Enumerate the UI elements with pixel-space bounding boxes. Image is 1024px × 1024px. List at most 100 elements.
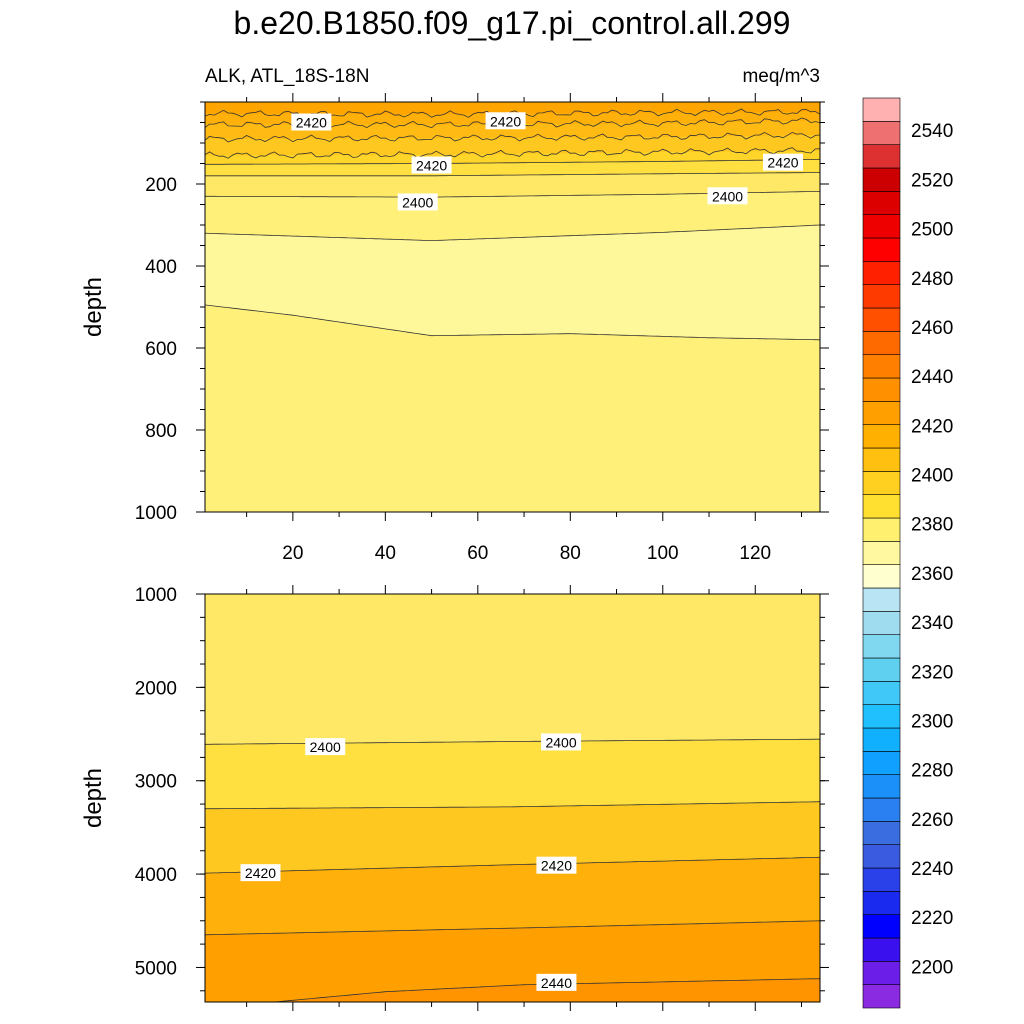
colorbar-swatch (862, 774, 901, 799)
contour-label: 2420 (767, 155, 798, 171)
contour-label-box (541, 733, 582, 751)
y-axis-label: depth (80, 277, 107, 337)
y-tick-label: 2000 (135, 678, 177, 699)
contour-band-2395 (205, 172, 820, 198)
contour-label-box (763, 153, 804, 171)
colorbar-tick-label: 2220 (911, 908, 953, 929)
contour-label: 2420 (541, 858, 572, 874)
colorbar-tick-label: 2200 (911, 957, 953, 978)
colorbar-swatch (862, 541, 901, 565)
contour-label: 2440 (541, 975, 572, 991)
colorbar-tick-label: 2360 (911, 564, 953, 585)
contour-label: 2400 (402, 194, 433, 210)
colorbar-swatch (862, 214, 901, 239)
y-tick-label: 5000 (135, 958, 177, 979)
lower-panel: 2400 2400 2420 2420 2440 1000 2000 3000 4000 5000… (80, 585, 829, 1011)
y-tick-label: 200 (145, 175, 177, 196)
contour-band-2390 (205, 191, 820, 241)
colorbar-swatch (862, 401, 901, 425)
contour-label: 2400 (310, 739, 341, 755)
figure-title: b.e20.B1850.f09_g17.pi_control.all.299 (234, 5, 791, 41)
contour-label-box (240, 864, 281, 882)
contour-band-2425 (205, 102, 820, 115)
contour-label-box (707, 187, 748, 205)
colorbar-swatch (862, 471, 901, 495)
y-tick-label: 1000 (135, 585, 177, 606)
x-tick-label: 120 (739, 543, 771, 564)
contour-label: 2400 (545, 734, 576, 750)
colorbar-swatch (862, 657, 901, 682)
colorbar-swatch (862, 611, 901, 635)
y-tick-label: 800 (145, 421, 177, 442)
colorbar-swatch (862, 97, 901, 122)
contour-line-2405 (205, 159, 821, 165)
colorbar-swatch (862, 354, 901, 379)
contour-line-2420 (204, 856, 821, 874)
colorbar-swatch (862, 984, 901, 1009)
colorbar-swatch (862, 517, 901, 542)
plot-frame (204, 593, 821, 1003)
y-axis-label: depth (80, 768, 107, 828)
colorbar-swatch (862, 727, 901, 752)
contour-label: 2420 (490, 113, 521, 129)
colorbar-swatch (862, 564, 901, 589)
colorbar-swatch (862, 961, 901, 985)
colorbar-swatch (862, 914, 901, 939)
x-tick-label: 40 (375, 543, 396, 564)
y-tick-label: 600 (145, 339, 177, 360)
colorbar-swatch (862, 844, 901, 869)
contour-label-box (305, 738, 346, 756)
colorbar-swatch (862, 424, 901, 449)
colorbar-tick-label: 2260 (911, 810, 953, 831)
colorbar-swatch (862, 261, 901, 285)
colorbar-tick-label: 2540 (911, 121, 953, 142)
colorbar-tick-label: 2500 (911, 220, 953, 241)
colorbar-tick-label: 2320 (911, 662, 953, 683)
colorbar-swatch (862, 237, 901, 262)
contour-line-2402 (205, 172, 821, 177)
contour-line-2390 (204, 304, 821, 341)
contour-band-2400 (205, 739, 820, 809)
colorbar-swatch (862, 587, 901, 612)
contour-label: 2420 (296, 115, 327, 131)
contour-line-2410 (204, 147, 821, 159)
colorbar-swatch (862, 331, 901, 355)
colorbar-tick-label: 2420 (911, 416, 953, 437)
contour-label-box (536, 973, 577, 991)
contour-label: 2420 (416, 158, 447, 174)
contour-line-2395 (204, 224, 821, 242)
colorbar-swatch (862, 494, 901, 519)
colorbar-swatch (862, 307, 901, 332)
contour-label-box (397, 193, 438, 211)
colorbar-swatch (862, 284, 901, 309)
colorbar-swatch (862, 891, 901, 915)
contour-band-2440 (205, 978, 820, 1002)
upper-panel: 2420 2420 2420 2420 2400 2400 200 400 600 800 1000… (80, 93, 829, 564)
colorbar-tick-label: 2380 (911, 515, 953, 536)
contour-band-2395 (205, 594, 820, 745)
x-tick-label: 20 (282, 543, 303, 564)
contour-label: 2400 (712, 188, 743, 204)
y-tick-label: 1000 (135, 503, 177, 524)
contour-band-2390 (205, 304, 820, 512)
colorbar-swatch (862, 121, 901, 145)
colorbar-tick-label: 2240 (911, 859, 953, 880)
colorbar-swatch (862, 867, 901, 892)
y-tick-label: 4000 (135, 865, 177, 886)
x-tick-label: 60 (467, 543, 488, 564)
units-label: meq/m^3 (742, 66, 820, 87)
colorbar-swatch (862, 144, 901, 169)
colorbar-swatch (862, 821, 901, 845)
contour-line-2430 (204, 920, 821, 936)
contour-label-box (291, 113, 332, 131)
colorbar-tick-label: 2520 (911, 170, 953, 191)
x-tick-label: 100 (647, 543, 679, 564)
contour-band-2410 (205, 801, 820, 874)
colorbar-tick-label: 2400 (911, 466, 953, 487)
colorbar-tick-label: 2480 (911, 269, 953, 290)
variable-region-label: ALK, ATL_18S-18N (205, 66, 369, 87)
contour-line-2410 (205, 801, 821, 810)
x-tick-label: 80 (560, 543, 581, 564)
colorbar-swatch (862, 751, 901, 775)
